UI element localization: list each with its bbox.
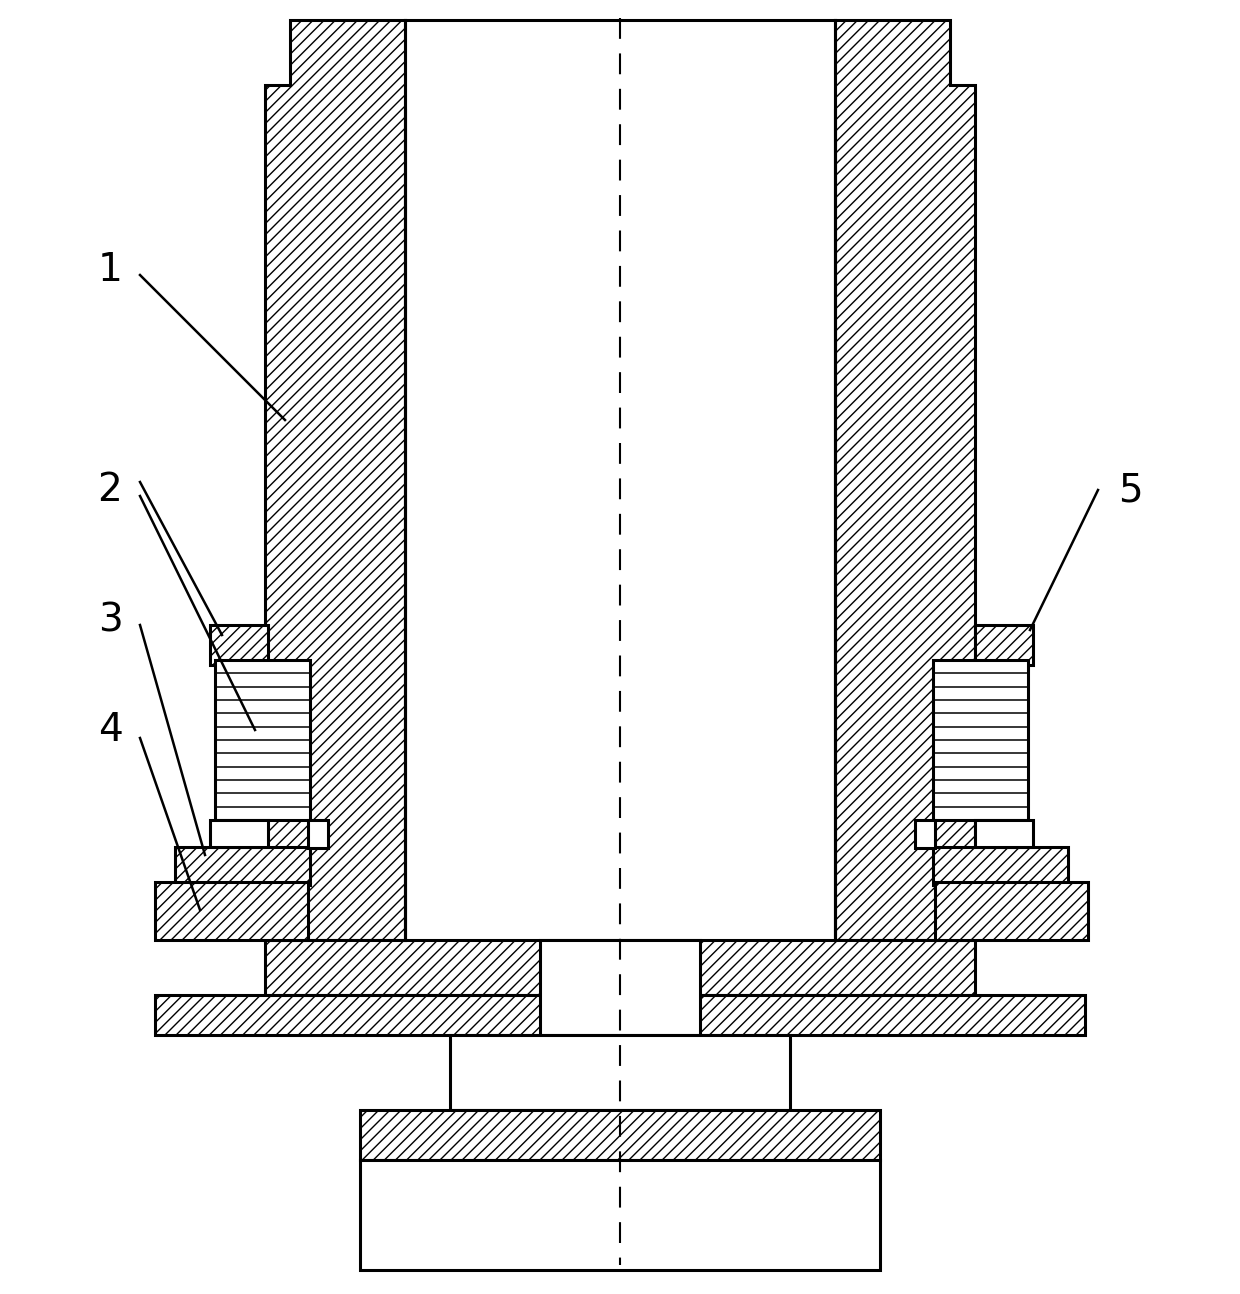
Bar <box>975 820 1033 848</box>
Bar <box>915 820 935 848</box>
Bar <box>308 820 329 848</box>
Bar <box>932 660 1028 820</box>
Bar <box>935 883 1087 939</box>
Bar <box>975 625 1033 665</box>
Polygon shape <box>265 19 405 939</box>
Bar <box>360 1159 880 1269</box>
Polygon shape <box>265 939 539 995</box>
Bar <box>210 820 268 848</box>
Bar <box>155 883 308 939</box>
Text: 3: 3 <box>98 600 123 639</box>
Bar <box>210 625 268 665</box>
Text: 5: 5 <box>1117 471 1142 509</box>
Bar <box>215 660 310 820</box>
Text: 4: 4 <box>98 710 123 749</box>
Polygon shape <box>265 939 975 995</box>
Polygon shape <box>835 19 975 939</box>
Text: 2: 2 <box>98 471 123 509</box>
Polygon shape <box>701 939 975 995</box>
Bar <box>932 848 1068 885</box>
Bar <box>539 939 701 1035</box>
Polygon shape <box>155 995 1085 1035</box>
Bar <box>450 1035 790 1110</box>
Bar <box>360 1110 880 1159</box>
Bar <box>405 110 835 939</box>
Bar <box>405 19 835 939</box>
Bar <box>175 848 310 885</box>
Text: 1: 1 <box>98 251 123 289</box>
